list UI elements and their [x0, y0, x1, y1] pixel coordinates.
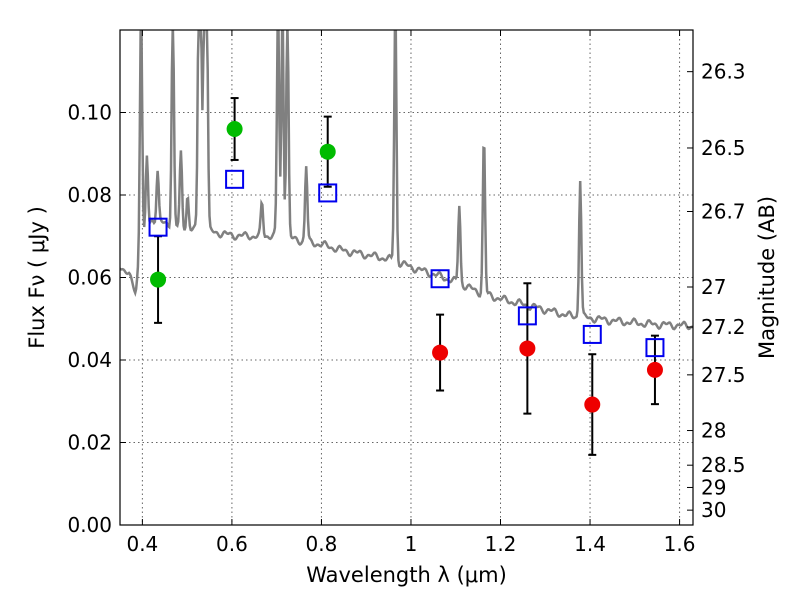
x-tick-label: 0.6 — [216, 532, 248, 556]
marker-layer — [148, 121, 665, 413]
magnitude-tick-label: 26.3 — [701, 60, 746, 84]
magnitude-tick-label: 27.2 — [701, 315, 746, 339]
label-layer: 0.4 0.6 0.8 1 1.2 1.4 1.6 0.00 0.02 0.04 0.06 0.08 0… — [25, 60, 779, 587]
x-tick-label: 0.4 — [126, 532, 158, 556]
magnitude-tick-label: 30 — [701, 498, 726, 522]
y-axis-title: Flux Fν ( μJy ) — [25, 206, 49, 349]
data-point — [646, 361, 663, 378]
data-point — [584, 396, 601, 413]
magnitude-tick-label: 26.7 — [701, 200, 746, 224]
y-tick-label: 0.02 — [67, 431, 112, 455]
model-point — [582, 324, 602, 344]
y-tick-label: 0.00 — [67, 513, 112, 537]
x-tick-label: 0.8 — [306, 532, 338, 556]
y-tick-label: 0.10 — [67, 101, 112, 125]
data-point — [432, 344, 449, 361]
magnitude-tick-label: 26.5 — [701, 136, 746, 160]
magnitude-tick-label: 27.5 — [701, 363, 746, 387]
y-tick-label: 0.06 — [67, 266, 112, 290]
data-point — [519, 340, 536, 357]
model-point — [430, 269, 450, 289]
y2-axis-title: Magnitude (AB) — [755, 196, 779, 359]
magnitude-tick-label: 27 — [701, 275, 726, 299]
x-tick-label: 1.4 — [574, 532, 606, 556]
model-point — [645, 338, 665, 358]
spectrum-layer — [120, 30, 693, 331]
magnitude-tick-label: 29 — [701, 475, 726, 499]
x-tick-label: 1.2 — [485, 532, 517, 556]
data-point — [150, 271, 167, 288]
model-point — [225, 169, 245, 189]
y-tick-label: 0.08 — [67, 183, 112, 207]
magnitude-tick-label: 28.5 — [701, 453, 746, 477]
y-tick-label: 0.04 — [67, 348, 112, 372]
model-point — [318, 183, 338, 203]
x-axis-title: Wavelength λ (μm) — [306, 563, 507, 587]
tick-layer — [120, 30, 693, 526]
x-tick-label: 1.6 — [664, 532, 696, 556]
x-tick-label: 1 — [405, 532, 418, 556]
data-point — [226, 121, 243, 137]
model-point — [517, 306, 537, 326]
magnitude-tick-label: 28 — [701, 419, 726, 443]
model-point — [148, 217, 168, 237]
model-spectrum-line — [120, 30, 693, 331]
data-point — [319, 143, 336, 160]
